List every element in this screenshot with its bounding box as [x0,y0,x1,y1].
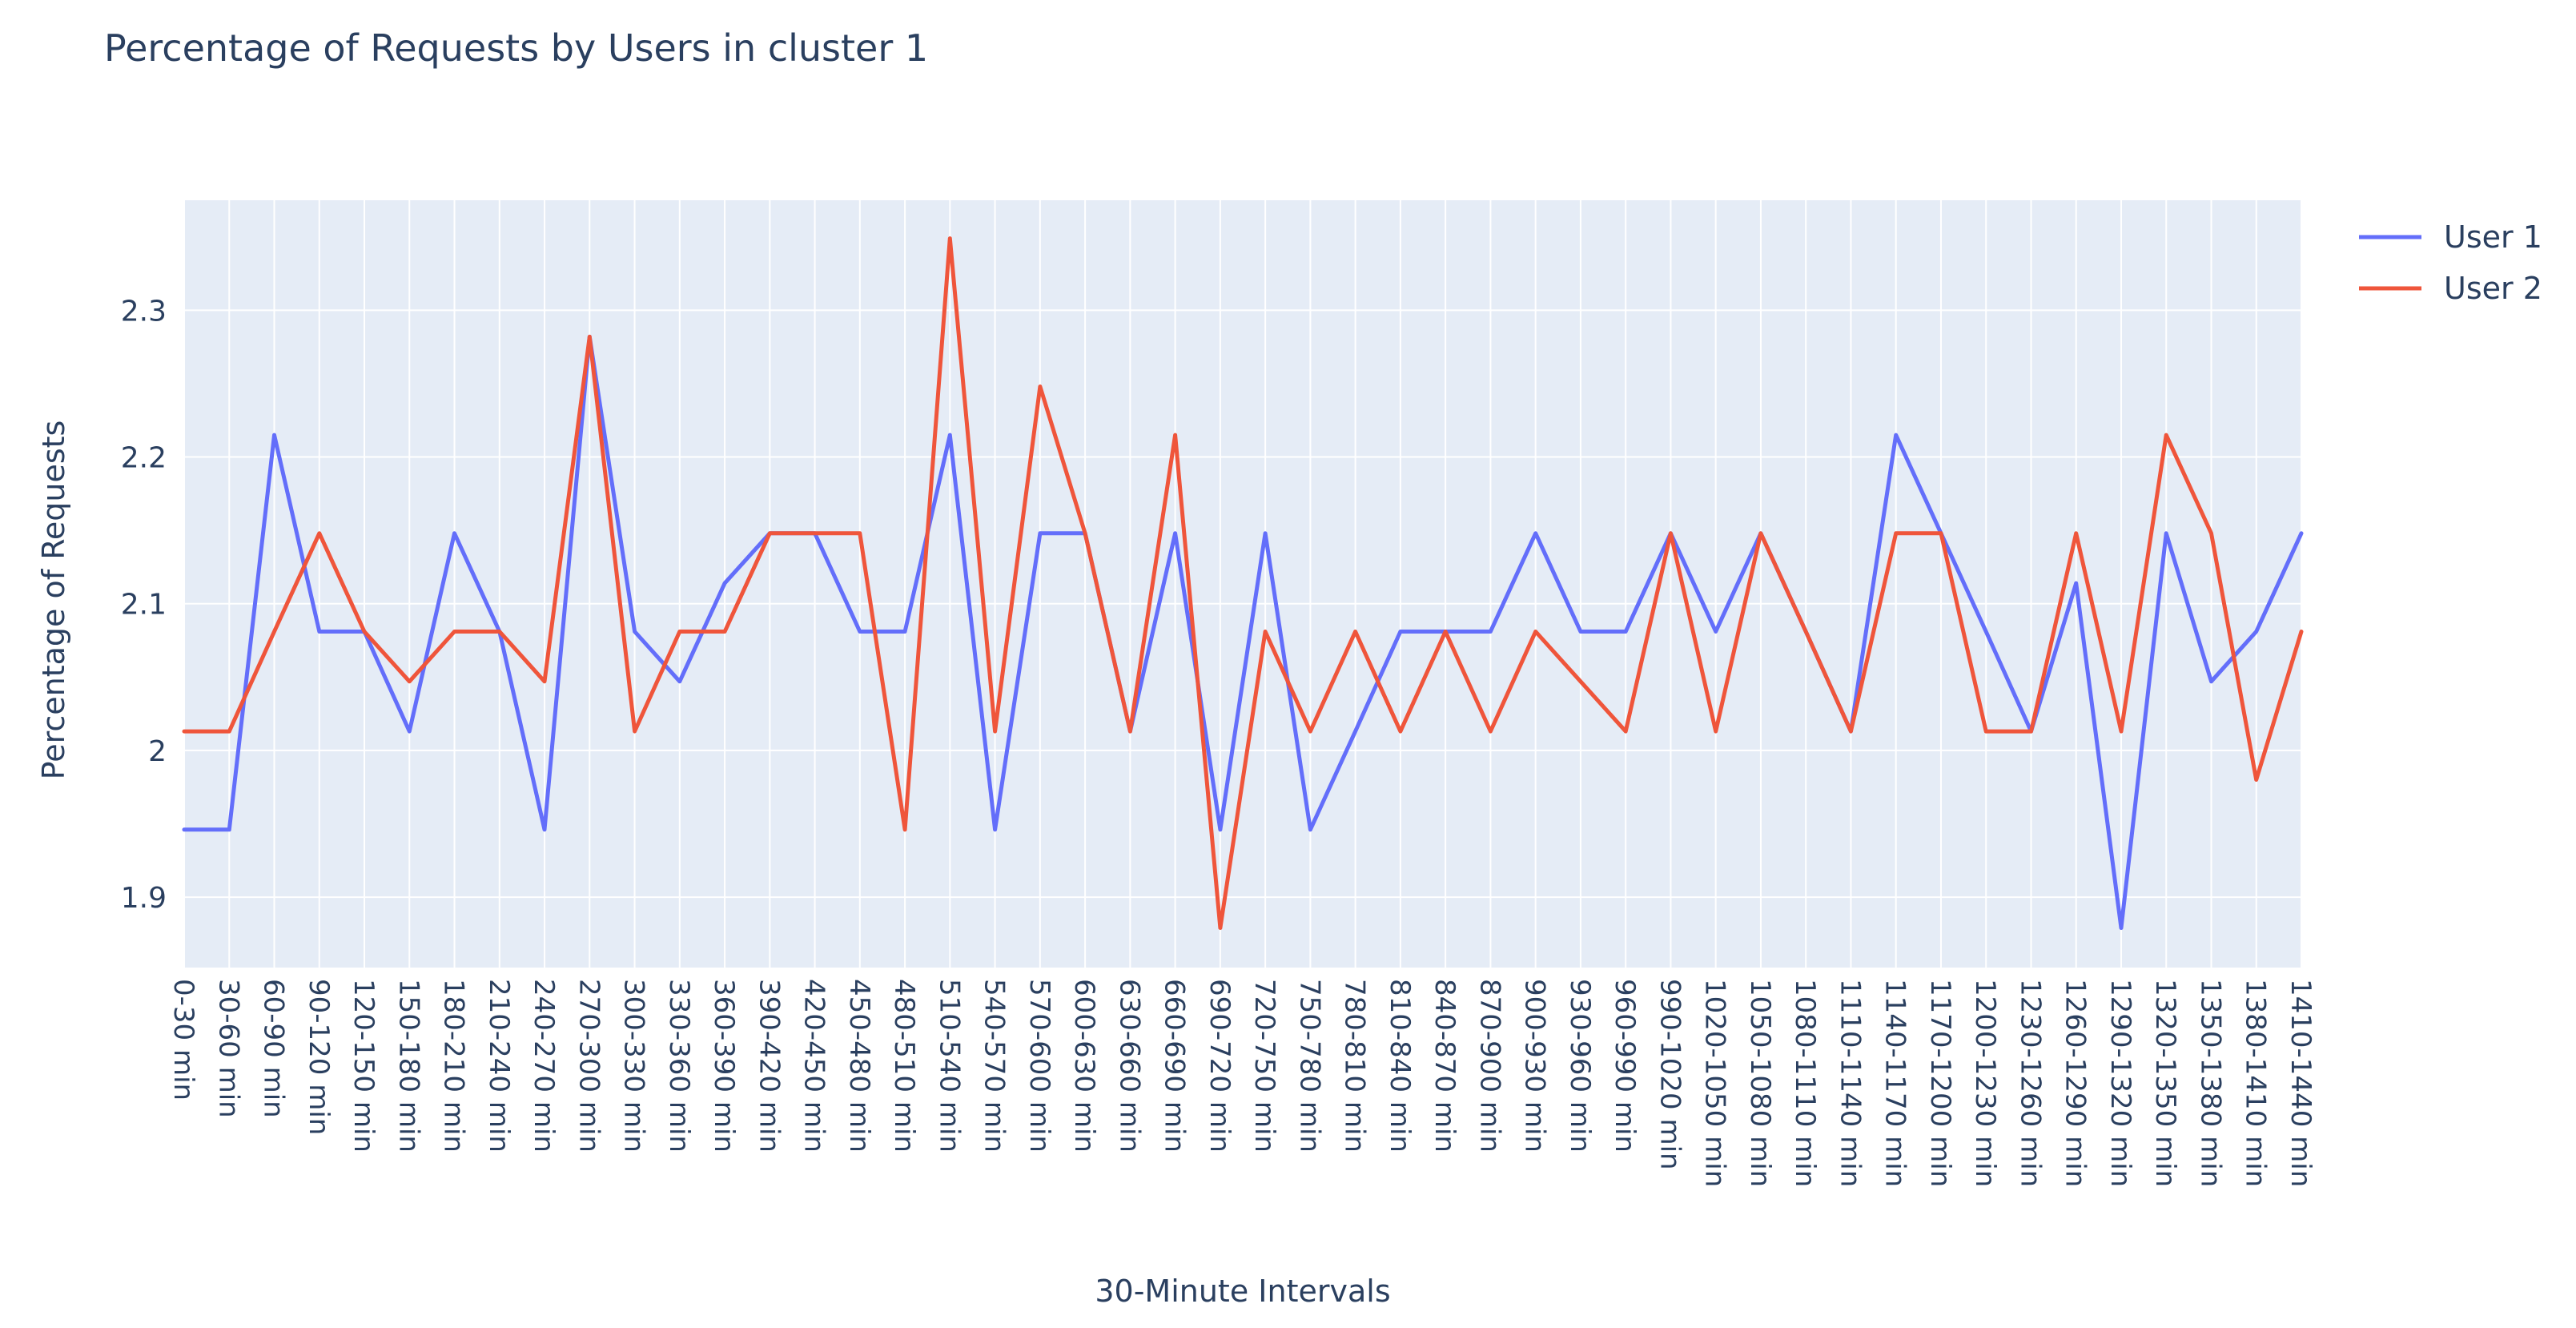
series-line-user-1[interactable] [182,334,2304,930]
plot-area [184,200,2301,968]
x-tick-label: 150-180 min [392,979,424,1153]
x-tick-label: 960-990 min [1609,979,1641,1153]
y-tick-label: 1.9 [121,882,167,915]
x-tick-label: 90-120 min [303,979,335,1135]
x-tick-label: 630-660 min [1113,979,1145,1153]
x-tick-label: 1260-1290 min [2060,979,2092,1187]
gridlines [183,200,2302,968]
legend[interactable]: User 1 User 2 [2359,219,2542,306]
x-tick-label: 1140-1170 min [1879,979,1911,1187]
x-tick-label: 1230-1260 min [2014,979,2046,1187]
x-tick-label: 30-60 min [212,979,244,1118]
x-tick-label: 360-390 min [708,979,740,1153]
x-tick-label: 570-600 min [1023,979,1055,1153]
series-line-user-2[interactable] [182,236,2304,930]
x-tick-label: 1380-1410 min [2240,979,2272,1187]
x-tick-label: 330-360 min [663,979,695,1153]
x-tick-label: 900-930 min [1519,979,1551,1153]
x-tick-label: 840-870 min [1429,979,1461,1153]
series-lines [182,236,2304,930]
x-tick-label: 1410-1440 min [2285,979,2317,1187]
x-tick-label: 870-900 min [1473,979,1505,1153]
x-tick-label: 930-960 min [1564,979,1596,1153]
y-tick-label: 2 [148,735,167,768]
chart-title: Percentage of Requests by Users in clust… [104,26,928,70]
x-axis-label: 30-Minute Intervals [1095,1274,1390,1309]
y-tick-label: 2.3 [121,295,167,328]
x-tick-label: 1050-1080 min [1744,979,1776,1187]
x-tick-label: 1350-1380 min [2194,979,2226,1187]
x-tick-label: 1200-1230 min [1969,979,2001,1187]
y-tick-label: 2.2 [121,442,167,475]
x-tick-label: 120-150 min [348,979,380,1153]
x-tick-label: 390-420 min [753,979,785,1153]
x-tick-label: 420-450 min [798,979,830,1153]
x-tick-label: 180-210 min [438,979,470,1153]
x-tick-label: 750-780 min [1293,979,1325,1153]
x-tick-label: 540-570 min [979,979,1011,1153]
x-tick-label: 450-480 min [843,979,875,1153]
x-tick-label: 780-810 min [1339,979,1371,1153]
x-tick-label: 240-270 min [528,979,560,1153]
x-axis-ticks: 0-30 min 30-60 min 60-90 min 90-120 min 120-… [167,979,2317,1187]
x-tick-label: 990-1020 min [1654,979,1686,1170]
x-tick-label: 690-720 min [1204,979,1236,1153]
y-tick-label: 2.1 [121,589,167,622]
x-tick-label: 810-840 min [1384,979,1416,1153]
y-axis-label: Percentage of Requests [36,421,71,780]
x-tick-label: 60-90 min [258,979,290,1118]
x-tick-label: 480-510 min [888,979,920,1153]
x-tick-label: 0-30 min [167,979,199,1101]
x-tick-label: 210-240 min [483,979,515,1153]
x-tick-label: 600-630 min [1068,979,1100,1153]
x-tick-label: 1320-1350 min [2149,979,2181,1187]
x-tick-label: 1080-1110 min [1789,979,1821,1187]
x-tick-label: 300-330 min [618,979,650,1153]
legend-label-user-1[interactable]: User 1 [2444,219,2542,255]
x-tick-label: 1290-1320 min [2104,979,2136,1187]
x-tick-label: 270-300 min [573,979,605,1153]
x-tick-label: 1170-1200 min [1924,979,1956,1187]
y-axis-ticks: 1.9 2 2.1 2.2 2.3 [121,295,167,915]
x-tick-label: 1020-1050 min [1699,979,1731,1187]
x-tick-label: 510-540 min [933,979,965,1153]
x-tick-label: 1110-1140 min [1834,979,1866,1187]
x-tick-label: 720-750 min [1248,979,1280,1153]
x-tick-label: 660-690 min [1159,979,1191,1153]
legend-label-user-2[interactable]: User 2 [2444,271,2542,306]
